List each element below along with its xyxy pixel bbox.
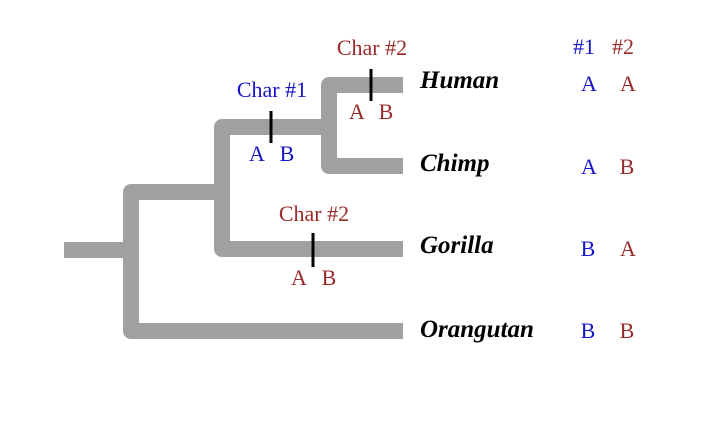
change-annotation-char1-human-chimp: Char #1 A B xyxy=(237,77,307,166)
change-from-state: A xyxy=(291,265,307,290)
char2-state: B xyxy=(620,154,635,179)
change-ticks xyxy=(269,69,373,267)
column-header-char1: #1 xyxy=(573,34,595,59)
taxon-label: Gorilla xyxy=(420,232,494,259)
taxon-label: Orangutan xyxy=(420,316,534,343)
change-to-state: B xyxy=(379,99,394,124)
char1-state: B xyxy=(581,236,596,261)
taxon-row-orangutan: Orangutan B B xyxy=(420,316,634,343)
taxon-row-gorilla: Gorilla B A xyxy=(420,232,636,261)
change-label: Char #1 xyxy=(237,77,307,102)
change-to-state: B xyxy=(322,265,337,290)
char2-state: B xyxy=(620,318,635,343)
char1-state: B xyxy=(581,318,596,343)
taxon-label: Human xyxy=(419,67,499,94)
change-label: Char #2 xyxy=(337,35,407,60)
char1-state: A xyxy=(581,154,597,179)
char1-state: A xyxy=(581,71,597,96)
change-from-state: A xyxy=(249,141,265,166)
change-annotation-char2-gorilla: Char #2 A B xyxy=(279,201,349,290)
taxon-label: Chimp xyxy=(420,150,489,177)
change-annotation-char2-human: Char #2 A B xyxy=(337,35,407,124)
change-from-state: A xyxy=(349,99,365,124)
change-to-state: B xyxy=(280,141,295,166)
char2-state: A xyxy=(620,236,636,261)
orangutan-clade-split xyxy=(123,184,403,339)
taxon-row-human: Human A A xyxy=(419,67,636,96)
char2-state: A xyxy=(620,71,636,96)
taxon-row-chimp: Chimp A B xyxy=(420,150,634,179)
change-label: Char #2 xyxy=(279,201,349,226)
column-header-char2: #2 xyxy=(612,34,634,59)
human-chimp-split xyxy=(321,77,403,174)
character-column-headers: #1 #2 xyxy=(573,34,634,59)
